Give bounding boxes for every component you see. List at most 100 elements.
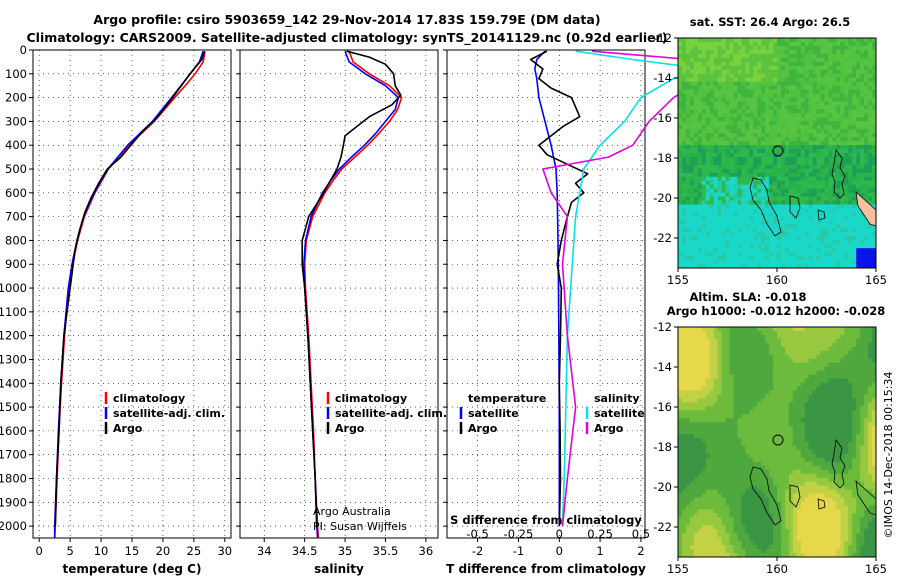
- map-cell: [678, 117, 683, 122]
- map-cell: [800, 418, 806, 423]
- map-cell: [737, 129, 742, 134]
- map-cell: [848, 105, 853, 110]
- map-cell: [824, 402, 829, 407]
- map-cell: [812, 434, 817, 439]
- map-cell: [804, 248, 810, 253]
- map-cell: [856, 38, 861, 43]
- map-cell: [796, 240, 802, 245]
- map-cell: [681, 164, 687, 170]
- map-cell: [792, 256, 798, 261]
- map-cell: [689, 188, 695, 194]
- map-cell: [737, 208, 742, 213]
- map-cell: [685, 457, 691, 463]
- map-cell: [725, 370, 730, 375]
- map-cell: [709, 236, 715, 241]
- map-cell: [741, 461, 746, 467]
- map-cell: [788, 49, 794, 55]
- map-cell: [812, 220, 817, 225]
- map-cell: [773, 61, 778, 67]
- map-cell: [697, 453, 703, 459]
- map-cell: [681, 370, 687, 375]
- map-cell: [840, 41, 845, 47]
- map-cell: [848, 196, 853, 201]
- map-cell: [792, 350, 798, 356]
- map-cell: [753, 240, 758, 245]
- map-cell: [701, 57, 707, 63]
- map-cell: [840, 121, 845, 126]
- map-cell: [788, 65, 794, 71]
- map-cell: [780, 232, 786, 237]
- map-cell: [737, 374, 742, 379]
- map-cell: [860, 69, 865, 75]
- map-cell: [757, 184, 762, 190]
- map-cell: [856, 61, 861, 67]
- map-cell: [840, 172, 845, 178]
- map-cell: [757, 374, 762, 379]
- map-cell: [836, 445, 841, 451]
- map-cell: [788, 465, 794, 471]
- map-cell: [749, 200, 754, 205]
- map-cell: [729, 374, 734, 379]
- map-cell: [681, 354, 687, 360]
- map-cell: [717, 350, 722, 356]
- map-cell: [705, 49, 711, 55]
- map-cell: [689, 53, 695, 59]
- map-cell: [828, 93, 833, 98]
- map-cell: [820, 465, 825, 471]
- map-cell: [848, 224, 853, 229]
- map-cell: [848, 49, 853, 55]
- map-cell: [733, 426, 738, 431]
- map-cell: [780, 461, 786, 467]
- map-cell: [840, 192, 845, 198]
- map-cell: [836, 236, 841, 241]
- map-cell: [844, 327, 849, 332]
- map-cell: [796, 449, 802, 455]
- map-cell: [856, 334, 861, 340]
- map-cell: [800, 434, 806, 439]
- map-cell: [753, 192, 758, 198]
- map-cell: [812, 117, 817, 122]
- map-cell: [737, 153, 742, 158]
- map-cell: [800, 184, 806, 190]
- map-cell: [816, 224, 821, 229]
- map-cell: [713, 330, 718, 336]
- map-cell: [788, 220, 794, 225]
- map-cell: [689, 117, 695, 122]
- map-cell: [729, 457, 734, 463]
- map-cell: [808, 394, 814, 399]
- map-cell: [737, 192, 742, 198]
- map-cell: [749, 93, 754, 98]
- map-cell: [761, 141, 766, 146]
- map-cell: [800, 196, 806, 201]
- map-cell: [749, 196, 754, 201]
- map-cell: [745, 49, 750, 55]
- map-cell: [812, 410, 817, 415]
- map-cell: [729, 350, 734, 356]
- map-cell: [824, 41, 829, 47]
- map-cell: [868, 453, 873, 459]
- map-cell: [729, 208, 734, 213]
- map-cell: [729, 85, 734, 90]
- map-cell: [681, 149, 687, 154]
- map-cell: [804, 145, 810, 150]
- map-cell: [737, 77, 742, 83]
- map-cell: [713, 113, 718, 118]
- map-cell: [844, 105, 849, 110]
- map-cell: [741, 101, 746, 106]
- map-cell: [872, 196, 876, 201]
- map-cell: [796, 129, 802, 134]
- map-cell: [868, 445, 873, 451]
- map-cell: [685, 133, 691, 138]
- map-cell: [848, 93, 853, 98]
- map-cell: [856, 228, 861, 233]
- map-cell: [784, 445, 790, 451]
- map-cell: [693, 164, 699, 170]
- map-cell: [788, 327, 794, 332]
- map-cell: [721, 232, 726, 237]
- map-cell: [788, 426, 794, 431]
- map-cell: [812, 77, 817, 83]
- map-cell: [681, 192, 687, 198]
- map-cell: [792, 386, 798, 391]
- map-cell: [844, 422, 849, 427]
- map-cell: [840, 410, 845, 415]
